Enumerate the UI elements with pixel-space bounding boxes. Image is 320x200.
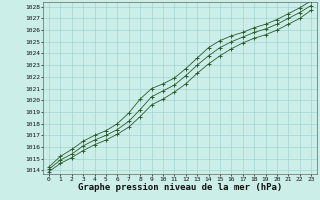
X-axis label: Graphe pression niveau de la mer (hPa): Graphe pression niveau de la mer (hPa) [78, 183, 282, 192]
